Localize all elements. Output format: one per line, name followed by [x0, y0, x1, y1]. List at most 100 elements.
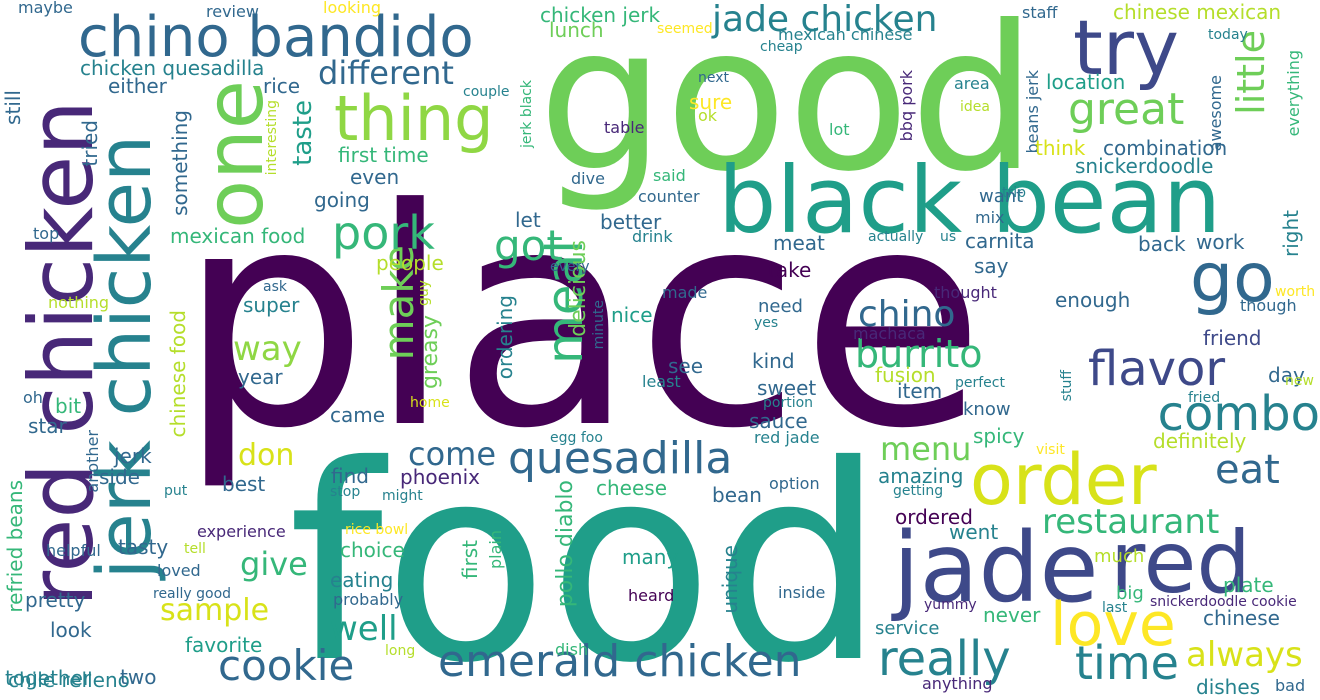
- word-lot: lot: [829, 120, 850, 139]
- word-carnita: carnita: [965, 229, 1035, 253]
- word-top: top: [33, 224, 60, 243]
- word-know: know: [963, 399, 1011, 420]
- word-people: people: [376, 251, 444, 275]
- word-plain: plain: [486, 530, 505, 569]
- word-first: first: [458, 540, 482, 580]
- word-long: long: [385, 643, 416, 659]
- word-review: review: [206, 2, 259, 21]
- word-helpful: helpful: [46, 541, 101, 560]
- word-jade: jade: [893, 512, 1099, 624]
- word-really-good: really good: [153, 586, 232, 602]
- word-went: went: [949, 520, 999, 544]
- word-snickerdoodle: snickerdoodle: [1075, 154, 1214, 178]
- word-oh: oh: [23, 388, 43, 407]
- word-super: super: [243, 293, 300, 317]
- word-never: never: [983, 603, 1041, 627]
- word-every: every: [550, 259, 590, 275]
- word-us: us: [940, 229, 957, 245]
- word-chino-bandido: chino bandido: [78, 5, 474, 70]
- word-way: way: [233, 329, 302, 369]
- word-guy: guy: [416, 280, 432, 307]
- word-really: really: [878, 631, 1011, 687]
- word-egg-foo: egg foo: [550, 430, 603, 446]
- word-even: even: [350, 165, 400, 189]
- word-back: back: [1138, 232, 1186, 256]
- word-stop: stop: [330, 484, 361, 500]
- word-cheap: cheap: [760, 39, 803, 55]
- word-combo: combo: [1157, 386, 1320, 442]
- word-still: still: [1, 90, 25, 125]
- word-tried: tried: [78, 120, 102, 167]
- word-table: table: [604, 118, 645, 137]
- word-give: give: [240, 545, 308, 583]
- word-enough: enough: [1055, 288, 1131, 312]
- word-combination: combination: [1103, 136, 1228, 160]
- word-couple: couple: [463, 84, 510, 100]
- word-chinese-mexican: chinese mexican: [1113, 0, 1282, 24]
- word-came: came: [330, 403, 386, 427]
- word-right: right: [1279, 210, 1303, 257]
- word-year: year: [238, 365, 283, 389]
- word-today: today: [1208, 27, 1248, 43]
- word-pretty: pretty: [25, 588, 86, 612]
- word-jerk: jerk: [114, 444, 152, 468]
- word-staff: staff: [1022, 3, 1058, 22]
- word-area: area: [954, 74, 990, 93]
- word-much: much: [1094, 546, 1145, 567]
- word-flavor: flavor: [1088, 341, 1226, 397]
- word-amazing: amazing: [878, 464, 964, 488]
- word-drink: drink: [632, 227, 673, 246]
- word-item: item: [897, 379, 943, 403]
- word-awesome: awesome: [1206, 75, 1225, 152]
- word-home: home: [410, 395, 450, 411]
- word-together: together: [5, 666, 92, 690]
- word-friend: friend: [1203, 326, 1262, 350]
- word-dishes: dishes: [1196, 675, 1261, 699]
- word-yes: yes: [754, 315, 779, 331]
- word-seemed: seemed: [657, 21, 713, 37]
- word-black-bean: black bean: [718, 147, 1222, 254]
- word-probably: probably: [333, 590, 404, 609]
- word-best: best: [222, 472, 266, 496]
- word-eat: eat: [1215, 447, 1280, 493]
- word-cookie: cookie: [218, 641, 355, 690]
- word-chino: chino: [858, 294, 956, 335]
- word-two: two: [120, 665, 157, 689]
- word-love: love: [1050, 590, 1176, 660]
- word-interesting: interesting: [264, 100, 280, 176]
- word-fried: fried: [1188, 390, 1221, 406]
- word-chile-relleno: chile relleno: [8, 668, 130, 692]
- word-menu: menu: [880, 430, 972, 468]
- word-bean: bean: [712, 483, 762, 507]
- word-everything: everything: [1284, 50, 1303, 137]
- word-spicy: spicy: [973, 424, 1025, 448]
- word-stuff: stuff: [1059, 370, 1075, 402]
- word-chinese: chinese: [1203, 606, 1280, 630]
- word-ordered: ordered: [895, 505, 973, 529]
- word-look: look: [50, 618, 92, 642]
- word-many: many: [622, 545, 679, 569]
- word-emerald-chicken: emerald chicken: [438, 636, 802, 687]
- word-time: time: [1075, 636, 1179, 690]
- word-might: might: [382, 488, 423, 504]
- word-eating: eating: [330, 568, 394, 592]
- word-dish: dish: [555, 640, 589, 659]
- word-lunch: lunch: [549, 18, 604, 42]
- word-cheese: cheese: [596, 476, 668, 500]
- word-taste: taste: [288, 100, 318, 166]
- word-ordering: ordering: [493, 295, 517, 380]
- word-mexican-food: mexican food: [170, 224, 306, 248]
- word-jade-chicken: jade chicken: [712, 0, 938, 40]
- word-trip: trip: [1002, 185, 1027, 201]
- word-great: great: [1068, 84, 1185, 135]
- word-new: new: [1285, 373, 1314, 389]
- word-find: find: [331, 464, 369, 488]
- word-red: red: [1110, 513, 1251, 613]
- word-sample: sample: [160, 593, 270, 628]
- word-perfect: perfect: [955, 375, 1005, 391]
- word-choice: choice: [340, 538, 405, 562]
- word-fusion: fusion: [875, 363, 936, 387]
- word-portion: portion: [763, 395, 814, 411]
- word-thing: thing: [334, 82, 494, 155]
- word-nice: nice: [611, 303, 653, 327]
